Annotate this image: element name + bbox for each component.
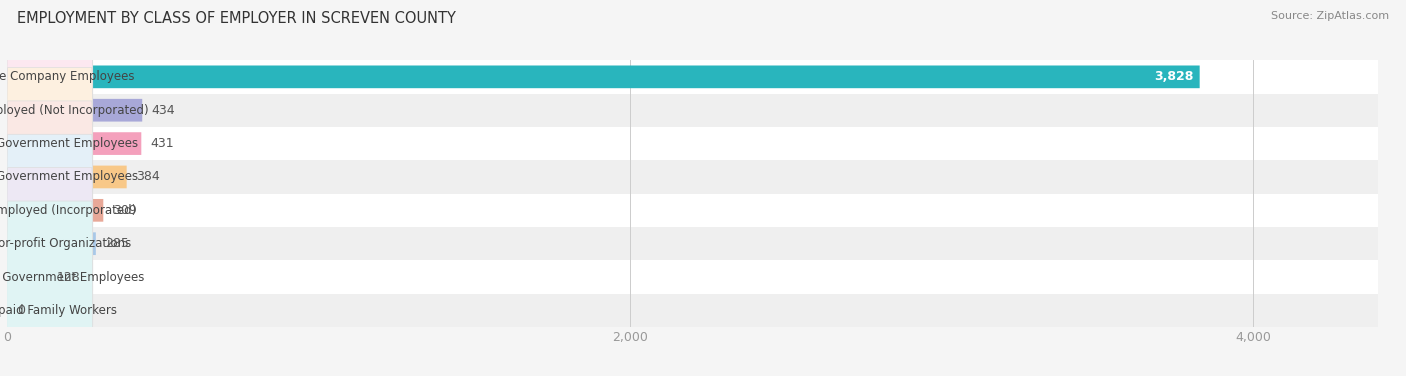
FancyBboxPatch shape: [7, 65, 1199, 88]
Bar: [7, 160, 1378, 194]
Text: Private Company Employees: Private Company Employees: [0, 70, 135, 83]
Text: Self-Employed (Incorporated): Self-Employed (Incorporated): [0, 204, 136, 217]
FancyBboxPatch shape: [7, 0, 93, 186]
FancyBboxPatch shape: [7, 201, 93, 376]
FancyBboxPatch shape: [7, 34, 93, 253]
Bar: [7, 294, 1378, 327]
Text: Self-Employed (Not Incorporated): Self-Employed (Not Incorporated): [0, 104, 149, 117]
FancyBboxPatch shape: [7, 132, 142, 155]
Text: Federal Government Employees: Federal Government Employees: [0, 271, 145, 284]
Bar: [7, 260, 1378, 294]
FancyBboxPatch shape: [7, 99, 142, 121]
Text: Local Government Employees: Local Government Employees: [0, 170, 138, 183]
Text: EMPLOYMENT BY CLASS OF EMPLOYER IN SCREVEN COUNTY: EMPLOYMENT BY CLASS OF EMPLOYER IN SCREV…: [17, 11, 456, 26]
FancyBboxPatch shape: [7, 199, 103, 222]
Text: 431: 431: [150, 137, 174, 150]
Text: 434: 434: [152, 104, 176, 117]
Text: State Government Employees: State Government Employees: [0, 137, 138, 150]
Bar: [7, 94, 1378, 127]
FancyBboxPatch shape: [7, 1, 93, 220]
Bar: [7, 194, 1378, 227]
FancyBboxPatch shape: [7, 101, 93, 320]
Text: 3,828: 3,828: [1154, 70, 1194, 83]
FancyBboxPatch shape: [7, 232, 96, 255]
Text: 0: 0: [17, 304, 25, 317]
Bar: [7, 227, 1378, 261]
Text: Unpaid Family Workers: Unpaid Family Workers: [0, 304, 117, 317]
Text: 384: 384: [136, 170, 160, 183]
FancyBboxPatch shape: [7, 134, 93, 353]
FancyBboxPatch shape: [7, 165, 127, 188]
Text: 128: 128: [56, 271, 80, 284]
FancyBboxPatch shape: [7, 68, 93, 287]
FancyBboxPatch shape: [7, 266, 46, 288]
Text: Source: ZipAtlas.com: Source: ZipAtlas.com: [1271, 11, 1389, 21]
Bar: [7, 60, 1378, 94]
Text: 309: 309: [112, 204, 136, 217]
Text: 285: 285: [105, 237, 129, 250]
FancyBboxPatch shape: [7, 168, 93, 376]
Bar: [7, 127, 1378, 160]
Text: Not-for-profit Organizations: Not-for-profit Organizations: [0, 237, 131, 250]
